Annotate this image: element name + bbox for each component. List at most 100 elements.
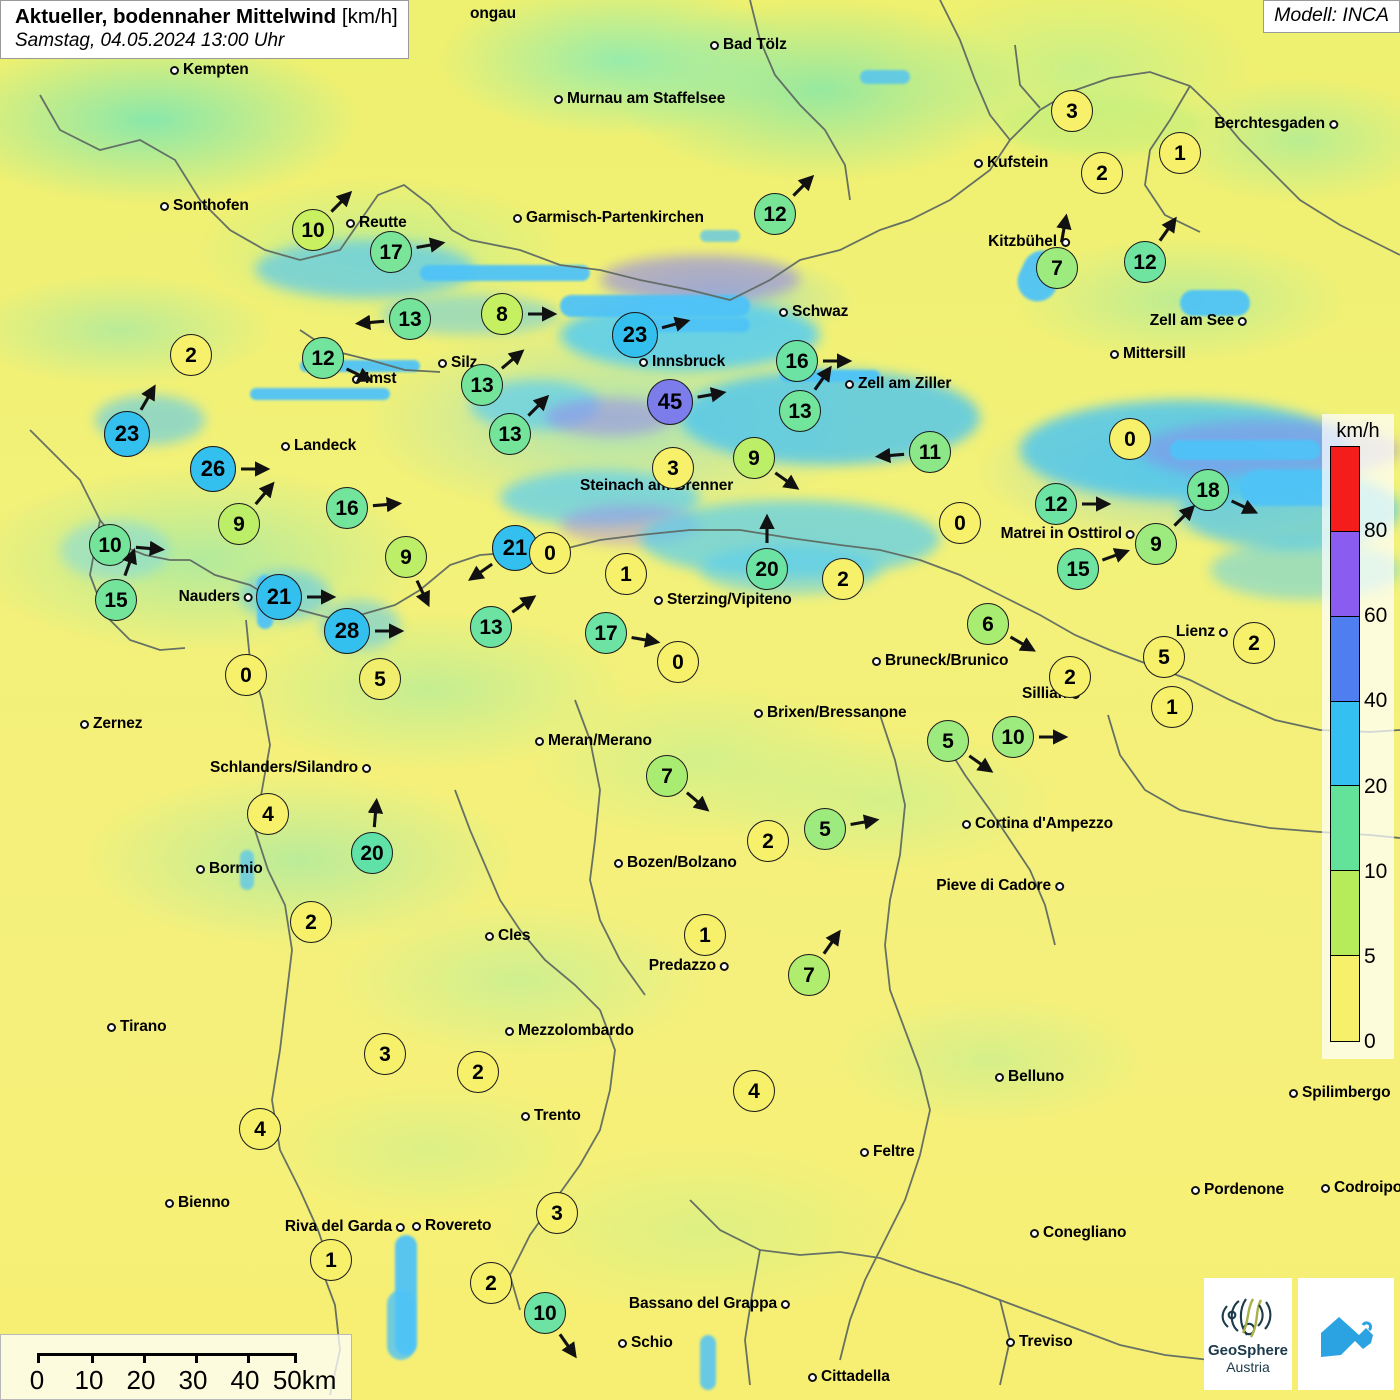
wind-station-marker[interactable]: 6 [967,603,1036,652]
wind-station-marker[interactable]: 2 [822,558,864,600]
wind-station-marker[interactable]: 12 [1124,216,1177,283]
wind-station-marker[interactable]: 45 [647,379,727,425]
city-dot-icon [281,441,290,451]
wind-station-marker[interactable]: 13 [470,595,537,648]
wind-speed-value: 13 [461,364,503,406]
wind-station-marker[interactable]: 9 [1135,504,1196,565]
wind-station-marker[interactable]: 4 [247,793,289,835]
wind-station-marker[interactable]: 21 [256,574,337,620]
wind-station-marker[interactable]: 28 [324,608,405,654]
wind-station-marker[interactable]: 2 [747,820,789,862]
wind-station-marker[interactable]: 1 [1151,686,1193,728]
wind-station-marker[interactable]: 5 [804,808,880,850]
wind-station-marker[interactable]: 18 [1187,469,1259,514]
wind-station-marker[interactable]: 3 [364,1033,406,1075]
wind-station-marker[interactable]: 12 [1035,483,1112,525]
city-dot-icon [80,719,89,729]
colorbar-tick-label: 5 [1364,944,1376,968]
wind-station-marker[interactable]: 2 [290,901,332,943]
wind-station-marker[interactable]: 5 [1143,636,1185,678]
wind-station-marker[interactable]: 2 [1081,152,1123,194]
scale-label: 10 [74,1365,104,1395]
wind-station-marker[interactable]: 2 [1049,656,1091,698]
wind-station-marker[interactable]: 10 [992,716,1069,758]
city-label: Imst [352,370,397,388]
city-label: Cittadella [808,1368,890,1386]
city-name: Bozen/Bolzano [627,854,737,871]
wind-station-marker[interactable]: 10 [292,190,353,251]
wind-station-marker[interactable]: 9 [385,536,430,608]
wind-station-marker[interactable]: 15 [1057,548,1130,590]
wind-station-marker[interactable]: 2 [457,1051,499,1093]
wind-station-marker[interactable]: 4 [733,1070,775,1112]
wind-station-marker[interactable]: 3 [652,447,694,489]
wind-station-marker[interactable]: 26 [190,446,271,492]
wind-station-marker[interactable]: 1 [605,553,647,595]
city-label: Reutte [346,214,407,232]
wind-station-marker[interactable]: 12 [302,337,374,382]
wind-station-marker[interactable]: 1 [1159,132,1201,174]
wind-station-marker[interactable]: 0 [225,654,267,696]
wind-station-marker[interactable]: 0 [529,532,571,574]
city-dot-icon [1321,1183,1330,1193]
wind-speed-value: 45 [647,379,693,425]
wind-station-marker[interactable]: 7 [646,755,710,812]
wind-station-marker[interactable]: 2 [1233,622,1275,664]
city-label: Garmisch-Partenkirchen [513,209,704,227]
city-label: Riva del Garda [285,1218,405,1236]
city-label: Zernez [80,715,142,733]
wind-station-marker[interactable]: 16 [326,487,403,529]
wind-station-marker[interactable]: 23 [612,312,691,358]
city-name: Trento [534,1107,581,1124]
wind-station-marker[interactable]: 11 [874,431,951,473]
city-name: Landeck [294,437,357,454]
wind-station-marker[interactable]: 3 [536,1192,578,1234]
wind-station-marker[interactable]: 0 [1109,418,1151,460]
city-label: Feltre [860,1143,915,1161]
wind-station-marker[interactable]: 9 [218,481,275,545]
wind-station-marker[interactable]: 5 [359,658,401,700]
wind-station-marker[interactable]: 17 [585,612,661,654]
wind-station-marker[interactable]: 10 [524,1292,577,1359]
wind-station-marker[interactable]: 20 [351,797,393,874]
wind-station-marker[interactable]: 17 [370,231,446,273]
wind-station-marker[interactable]: 7 [788,929,841,996]
city-name: Brixen/Bressanone [767,704,907,721]
wind-station-marker[interactable]: 0 [657,641,699,683]
wind-station-marker[interactable]: 7 [1036,213,1078,289]
wind-station-marker[interactable]: 20 [746,513,788,590]
city-name: Bienno [178,1194,230,1211]
wind-speed-value: 5 [359,658,401,700]
wind-station-marker[interactable]: 3 [1051,90,1093,132]
wind-station-marker[interactable]: 4 [239,1108,281,1150]
colorbar-segment [1331,616,1359,702]
wind-station-marker[interactable]: 0 [939,502,981,544]
wind-station-marker[interactable]: 13 [461,349,525,406]
wind-speed-value: 2 [822,558,864,600]
wind-station-marker[interactable]: 5 [927,720,994,773]
wind-station-marker[interactable]: 1 [684,914,726,956]
wind-station-marker[interactable]: 2 [170,334,212,376]
wind-station-marker[interactable]: 23 [104,384,156,457]
colorbar-tick-label: 20 [1364,774,1388,798]
wind-station-marker[interactable]: 13 [354,298,431,340]
wind-station-marker[interactable]: 16 [776,340,853,382]
city-label: Schio [618,1334,673,1352]
wind-station-marker[interactable]: 13 [489,394,550,455]
wind-station-marker[interactable]: 2 [470,1262,512,1304]
wind-station-marker[interactable]: 10 [89,524,166,566]
wind-station-marker[interactable]: 9 [733,437,800,490]
wind-station-marker[interactable]: 1 [310,1239,352,1281]
city-dot-icon [513,213,522,223]
wind-station-marker[interactable]: 13 [779,365,832,432]
wind-station-marker[interactable]: 8 [481,293,558,335]
wind-station-marker[interactable]: 12 [754,174,815,235]
city-name: Kitzbühel [988,233,1057,250]
wind-speed-value: 3 [652,447,694,489]
wind-station-marker[interactable]: 15 [95,548,137,621]
city-dot-icon [1055,881,1064,891]
city-name: Cortina d'Ampezzo [975,815,1114,832]
city-dot-icon [845,379,854,389]
wind-speed-value: 13 [779,390,821,432]
city-dot-icon [962,819,971,829]
